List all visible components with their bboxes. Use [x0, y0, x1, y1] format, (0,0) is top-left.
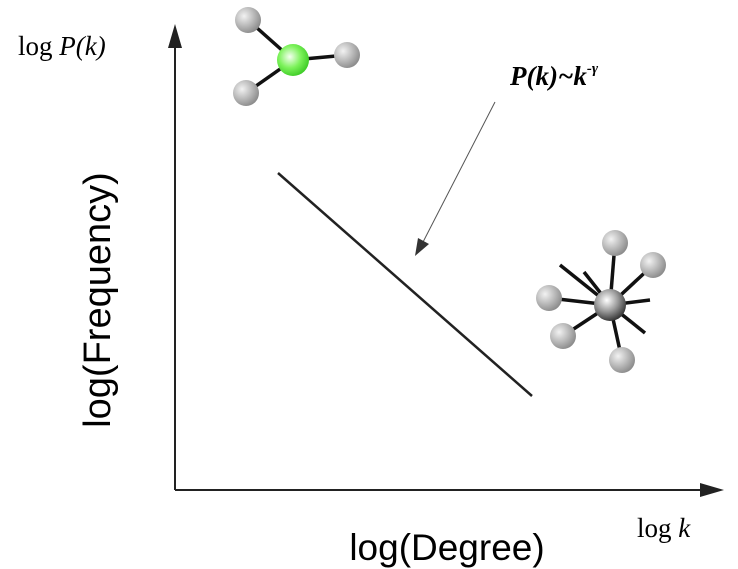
axes: [174, 45, 708, 491]
annotation-base: P(k)~k: [509, 61, 587, 91]
x-axis-label: log(Degree): [349, 527, 544, 568]
annotation-exponent: -γ: [587, 61, 599, 77]
annotation-arrowhead: [415, 238, 429, 256]
annotation-arrow: [421, 101, 496, 245]
y-axis-label: log(Frequency): [77, 172, 119, 428]
x-prefix: log: [637, 513, 672, 543]
x-axis-symbol: log k: [637, 513, 691, 543]
hub-node: [536, 230, 666, 373]
annotation: P(k)~k-γ: [509, 61, 599, 91]
y-prefix: log: [18, 31, 53, 61]
power-law-line: [277, 172, 533, 397]
x-variable: k: [678, 513, 691, 543]
y-arrowhead: [168, 24, 182, 48]
low-degree-node: [233, 7, 360, 106]
y-variable: P(k): [58, 31, 105, 61]
x-arrowhead: [700, 483, 724, 497]
y-axis-symbol: log P(k): [18, 31, 106, 61]
